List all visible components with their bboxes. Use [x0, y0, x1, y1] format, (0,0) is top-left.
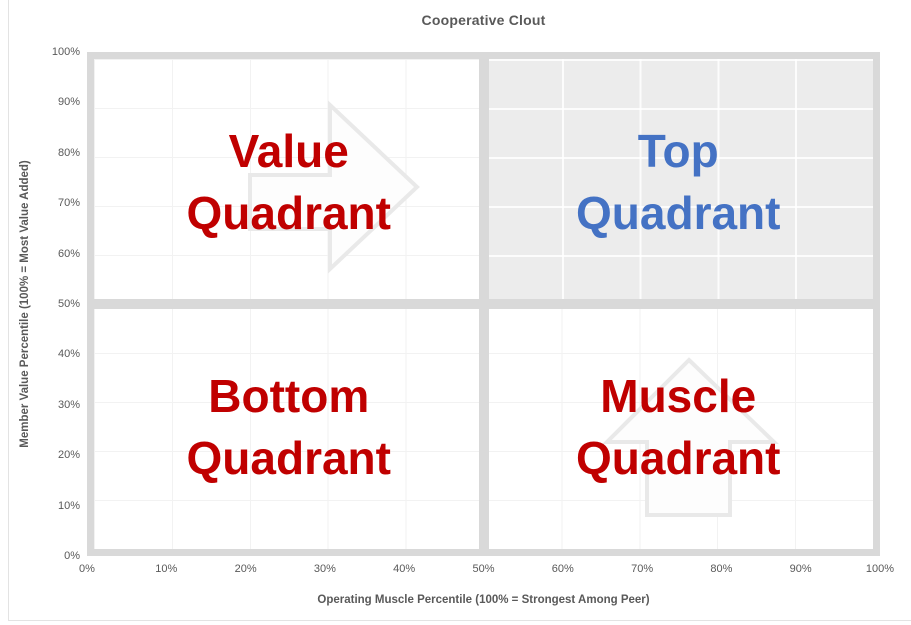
quadrant-label-line: Top — [637, 124, 719, 177]
y-tick-label: 60% — [57, 247, 80, 260]
quadrant-label-line: Quadrant — [576, 186, 781, 239]
y-tick-label: 100% — [51, 46, 80, 58]
y-tick-label: 40% — [57, 348, 80, 361]
x-tick-label: 10% — [155, 563, 178, 575]
quadrant-label-top: Top Quadrant — [484, 59, 874, 304]
y-tick-label: 30% — [57, 398, 80, 411]
x-tick-label: 70% — [631, 563, 654, 575]
quadrant-label-line: Bottom — [208, 369, 370, 422]
y-tick-label: 80% — [57, 146, 80, 159]
x-tick-label: 0% — [79, 563, 95, 575]
x-tick-label: 50% — [472, 563, 495, 575]
y-tick-label: 90% — [57, 96, 80, 109]
quadrant-label-line: Quadrant — [186, 431, 391, 484]
y-axis-title: Member Value Percentile (100% = Most Val… — [19, 160, 31, 448]
x-tick-label: 100% — [865, 563, 895, 575]
chart-title: Cooperative Clout — [421, 12, 546, 28]
top-right-quadrant-fill — [483, 59, 873, 304]
y-axis-tick-labels: 100% 90% 80% 70% 60% 50% 40% 30% 20% 10%… — [0, 46, 80, 562]
y-tick-label: 20% — [57, 449, 80, 462]
quadrant-label-line: Value — [228, 124, 349, 177]
quadrant-divider-horizontal — [87, 299, 880, 309]
x-axis-title: Operating Muscle Percentile (100% = Stro… — [317, 594, 650, 606]
x-tick-label: 80% — [710, 563, 733, 575]
quadrant-label-bottom: Bottom Quadrant — [94, 304, 484, 549]
x-tick-label: 90% — [789, 563, 812, 575]
y-tick-label: 70% — [57, 197, 80, 210]
x-axis-tick-labels: 0% 10% 20% 30% 40% 50% 60% 70% 80% 90% 1… — [79, 563, 894, 579]
x-tick-label: 30% — [313, 563, 336, 575]
y-tick-label: 50% — [57, 298, 80, 310]
quadrant-label-line: Muscle — [600, 369, 757, 422]
y-tick-label: 10% — [57, 499, 80, 512]
chart-frame-bottom-border — [8, 620, 911, 621]
chart-frame-left-border — [8, 0, 9, 620]
x-tick-label: 60% — [551, 563, 574, 575]
plot-area: Value Quadrant Top Quadrant Bottom Quadr… — [87, 52, 880, 556]
x-tick-label: 20% — [234, 563, 257, 575]
quadrant-label-line: Quadrant — [186, 186, 391, 239]
quadrant-label-value: Value Quadrant — [94, 59, 484, 304]
x-tick-label: 40% — [393, 563, 416, 575]
quadrant-label-muscle: Muscle Quadrant — [484, 304, 874, 549]
quadrant-label-line: Quadrant — [576, 431, 781, 484]
y-tick-label: 0% — [64, 550, 80, 562]
